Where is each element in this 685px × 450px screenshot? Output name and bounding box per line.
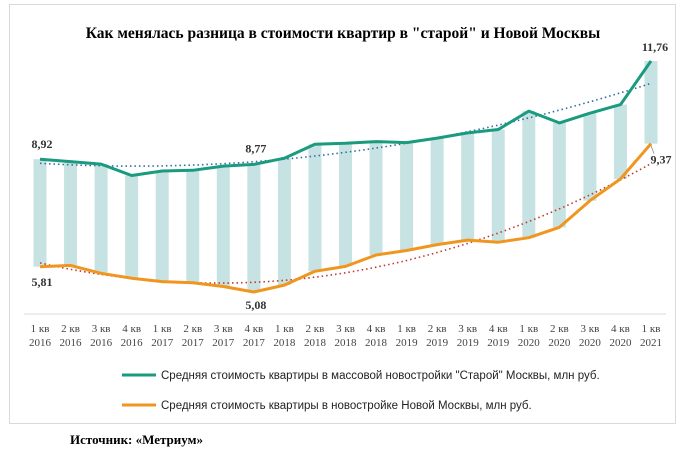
gap-bar xyxy=(308,144,322,272)
x-tick-label: 2 кв xyxy=(61,323,80,335)
data-label: 9,37 xyxy=(651,153,672,167)
x-tick-label: 2017 xyxy=(151,337,174,349)
x-tick-label: 2019 xyxy=(426,337,449,349)
x-tick-label: 2 кв xyxy=(306,323,325,335)
x-tick-label: 3 кв xyxy=(214,323,233,335)
gap-bar xyxy=(33,159,47,267)
gap-bar xyxy=(216,166,230,287)
data-label: 5,08 xyxy=(245,298,266,312)
legend-label-1: Средняя стоимость квартиры в новостройке… xyxy=(161,400,532,412)
series-line-1 xyxy=(39,142,653,294)
x-tick-label: 2018 xyxy=(365,337,388,349)
gap-bar xyxy=(522,111,536,238)
gap-bar xyxy=(613,104,627,179)
data-label: 11,76 xyxy=(642,40,668,54)
x-tick-label: 2017 xyxy=(243,337,266,349)
x-tick-label: 2019 xyxy=(487,337,510,349)
gap-bar xyxy=(186,170,200,283)
gap-bar xyxy=(277,158,291,286)
data-label: 8,92 xyxy=(32,137,53,151)
x-tick-label: 3 кв xyxy=(336,323,355,335)
x-tick-label: 2 кв xyxy=(428,323,447,335)
x-tick-label: 2017 xyxy=(212,337,235,349)
x-tick-label: 2020 xyxy=(579,337,602,349)
x-tick-label: 2016 xyxy=(60,337,83,349)
x-tick-label: 4 кв xyxy=(489,323,508,335)
x-tick-label: 2016 xyxy=(121,337,144,349)
x-tick-label: 2018 xyxy=(273,337,296,349)
x-tick-label: 3 кв xyxy=(92,323,111,335)
x-tick-label: 1 кв xyxy=(642,323,661,335)
gap-bar xyxy=(430,138,444,245)
source-caption: Источник: «Метриум» xyxy=(70,432,203,447)
x-tick-label: 2 кв xyxy=(183,323,202,335)
trendline-0 xyxy=(39,82,652,167)
x-tick-label: 3 кв xyxy=(458,323,477,335)
x-tick-label: 2018 xyxy=(304,337,327,349)
x-tick-label: 2019 xyxy=(396,337,419,349)
x-tick-label: 2020 xyxy=(548,337,571,349)
x-tick-label: 1 кв xyxy=(519,323,538,335)
data-label-leader xyxy=(650,145,655,154)
line-chart: Как менялась разница в стоимости квартир… xyxy=(24,25,672,412)
gap-bar xyxy=(64,161,78,266)
gap-bar xyxy=(552,122,566,228)
gap-bar xyxy=(94,164,108,274)
gap-bar xyxy=(155,170,169,282)
x-tick-label: 2019 xyxy=(457,337,480,349)
chart-frame: Как менялась разница в стоимости квартир… xyxy=(9,4,676,424)
x-tick-label: 4 кв xyxy=(244,323,263,335)
gap-bar xyxy=(400,142,414,251)
gap-bar xyxy=(461,132,475,241)
x-tick-label: 4 кв xyxy=(611,323,630,335)
x-tick-label: 2017 xyxy=(182,337,205,349)
gap-bar xyxy=(583,113,597,201)
legend-label-0: Средняя стоимость квартиры в массовой но… xyxy=(161,370,600,382)
series-line-0 xyxy=(39,60,653,177)
gap-bar xyxy=(125,175,139,279)
x-tick-label: 2 кв xyxy=(550,323,569,335)
x-tick-label: 1 кв xyxy=(275,323,294,335)
x-tick-label: 2016 xyxy=(29,337,52,349)
gap-bar xyxy=(247,164,261,292)
x-tick-label: 2021 xyxy=(640,337,662,349)
x-tick-label: 1 кв xyxy=(153,323,172,335)
gap-bar xyxy=(339,143,352,267)
x-tick-label: 4 кв xyxy=(367,323,386,335)
x-tick-label: 2018 xyxy=(335,337,358,349)
x-tick-label: 3 кв xyxy=(581,323,600,335)
x-tick-label: 2016 xyxy=(90,337,113,349)
chart-title: Как менялась разница в стоимости квартир… xyxy=(86,25,600,42)
data-label: 8,77 xyxy=(245,141,266,155)
x-tick-label: 4 кв xyxy=(122,323,141,335)
gap-bar xyxy=(491,129,505,243)
x-tick-label: 2020 xyxy=(609,337,632,349)
x-tick-label: 1 кв xyxy=(397,323,416,335)
gap-bar xyxy=(369,141,383,255)
data-label: 5,81 xyxy=(32,275,53,289)
x-tick-label: 2020 xyxy=(518,337,541,349)
x-tick-label: 1 кв xyxy=(31,323,50,335)
gap-bar xyxy=(644,61,658,144)
